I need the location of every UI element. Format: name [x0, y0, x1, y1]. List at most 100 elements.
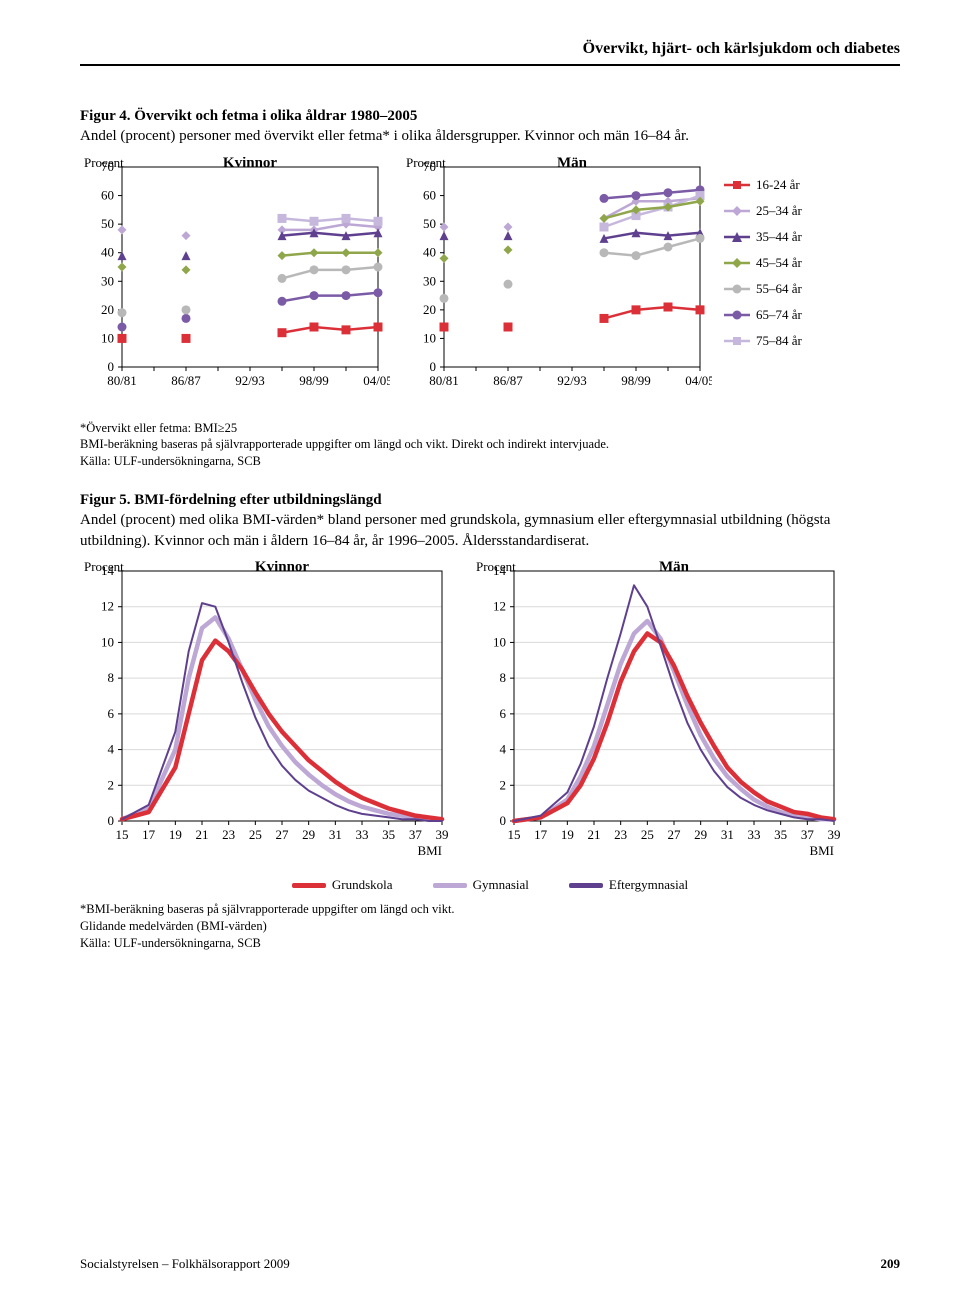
svg-text:30: 30 [101, 273, 114, 288]
figure-5-footnote-2: Glidande medelvärden (BMI-värden) [80, 918, 900, 935]
legend-swatch-icon [724, 282, 750, 296]
svg-text:31: 31 [721, 827, 734, 842]
svg-text:98/99: 98/99 [299, 373, 329, 388]
svg-text:25: 25 [249, 827, 262, 842]
svg-text:4: 4 [500, 741, 507, 756]
figure-4-footnote-1: *Övervikt eller fetma: BMI≥25 [80, 420, 900, 437]
page-header-title: Övervikt, hjärt- och kärlsjukdom och dia… [80, 40, 900, 58]
legend-label: Gymnasial [473, 877, 529, 893]
figure-5-panel-man: ProcentMän024681012141517192123252729313… [472, 561, 852, 876]
svg-text:Män: Män [659, 561, 690, 575]
figure-4-footnote-3: Källa: ULF-undersökningarna, SCB [80, 453, 900, 470]
svg-text:19: 19 [561, 827, 574, 842]
svg-text:20: 20 [423, 301, 436, 316]
legend-item: 16-24 år [724, 177, 802, 193]
legend-label: 25–34 år [756, 203, 802, 219]
svg-text:10: 10 [101, 330, 114, 345]
figure-5-footnote-3: Källa: ULF-undersökningarna, SCB [80, 935, 900, 952]
legend-item: Eftergymnasial [569, 877, 688, 893]
legend-label: 75–84 år [756, 333, 802, 349]
svg-text:17: 17 [534, 827, 548, 842]
svg-text:30: 30 [423, 273, 436, 288]
svg-text:39: 39 [828, 827, 841, 842]
svg-text:Män: Män [557, 157, 588, 171]
figure-4-footnote: *Övervikt eller fetma: BMI≥25 BMI-beräkn… [80, 420, 900, 471]
svg-text:39: 39 [436, 827, 449, 842]
svg-text:Kvinnor: Kvinnor [223, 157, 278, 171]
svg-text:25: 25 [641, 827, 654, 842]
legend-swatch-icon [724, 334, 750, 348]
figure-4-panel-man: ProcentMän01020304050607080/8186/8792/93… [402, 157, 712, 412]
legend-item: 25–34 år [724, 203, 802, 219]
svg-text:19: 19 [169, 827, 182, 842]
svg-text:60: 60 [423, 187, 436, 202]
legend-item: 75–84 år [724, 333, 802, 349]
figure-4: Figur 4. Övervikt och fetma i olika åldr… [80, 106, 900, 470]
figure-5: Figur 5. BMI-fördelning efter utbildning… [80, 490, 900, 952]
svg-text:70: 70 [101, 159, 114, 174]
legend-item: Gymnasial [433, 877, 529, 893]
svg-text:17: 17 [142, 827, 156, 842]
svg-text:29: 29 [694, 827, 707, 842]
legend-label: 16-24 år [756, 177, 800, 193]
svg-text:BMI: BMI [417, 843, 442, 858]
figure-5-footnote: *BMI-beräkning baseras på självrapporter… [80, 901, 900, 952]
svg-text:33: 33 [356, 827, 369, 842]
figure-4-legend: 16-24 år 25–34 år 35–44 år 45–54 år 55–64 år… [724, 157, 802, 359]
svg-text:04/05: 04/05 [363, 373, 390, 388]
svg-text:12: 12 [101, 599, 114, 614]
legend-item: 45–54 år [724, 255, 802, 271]
svg-text:Kvinnor: Kvinnor [255, 561, 310, 575]
legend-swatch-icon [724, 204, 750, 218]
svg-text:6: 6 [500, 706, 507, 721]
footer-page-number: 209 [881, 1256, 901, 1272]
legend-item: 65–74 år [724, 307, 802, 323]
footer-left: Socialstyrelsen – Folkhälsorapport 2009 [80, 1256, 290, 1272]
svg-text:50: 50 [101, 216, 114, 231]
legend-item: 35–44 år [724, 229, 802, 245]
svg-text:6: 6 [108, 706, 115, 721]
figure-4-title: Figur 4. Övervikt och fetma i olika åldr… [80, 106, 900, 147]
svg-text:0: 0 [108, 359, 115, 374]
svg-text:BMI: BMI [809, 843, 834, 858]
svg-text:50: 50 [423, 216, 436, 231]
svg-text:04/05: 04/05 [685, 373, 712, 388]
page-container: Övervikt, hjärt- och kärlsjukdom och dia… [0, 0, 960, 1300]
legend-label: Eftergymnasial [609, 877, 688, 893]
svg-text:10: 10 [423, 330, 436, 345]
svg-text:8: 8 [500, 670, 507, 685]
legend-swatch-icon [724, 256, 750, 270]
svg-text:27: 27 [668, 827, 682, 842]
svg-text:37: 37 [801, 827, 815, 842]
figure-5-footnote-1: *BMI-beräkning baseras på självrapporter… [80, 901, 900, 918]
svg-text:27: 27 [276, 827, 290, 842]
header-rule [80, 64, 900, 66]
svg-text:23: 23 [614, 827, 627, 842]
svg-text:8: 8 [108, 670, 115, 685]
svg-text:92/93: 92/93 [557, 373, 587, 388]
legend-swatch-icon [569, 883, 603, 888]
svg-text:2: 2 [500, 777, 507, 792]
legend-item: 55–64 år [724, 281, 802, 297]
svg-text:14: 14 [493, 563, 507, 578]
figure-4-title-bold: Figur 4. Övervikt och fetma i olika åldr… [80, 108, 417, 124]
figure-5-title: Figur 5. BMI-fördelning efter utbildning… [80, 490, 900, 551]
svg-text:2: 2 [108, 777, 115, 792]
svg-text:70: 70 [423, 159, 436, 174]
figure-4-footnote-2: BMI-beräkning baseras på självrapportera… [80, 436, 900, 453]
svg-text:35: 35 [382, 827, 395, 842]
svg-text:40: 40 [101, 244, 114, 259]
svg-text:14: 14 [101, 563, 115, 578]
figure-4-charts-row: ProcentKvinnor01020304050607080/8186/879… [80, 157, 900, 412]
svg-text:31: 31 [329, 827, 342, 842]
svg-text:0: 0 [108, 813, 115, 828]
figure-4-title-rest: Andel (procent) personer med övervikt el… [80, 128, 689, 144]
svg-text:15: 15 [116, 827, 129, 842]
svg-text:86/87: 86/87 [493, 373, 523, 388]
figure-5-charts-row: ProcentKvinnor02468101214151719212325272… [80, 561, 900, 876]
legend-swatch-icon [292, 883, 326, 888]
legend-label: 65–74 år [756, 307, 802, 323]
svg-text:80/81: 80/81 [107, 373, 137, 388]
svg-text:21: 21 [196, 827, 209, 842]
svg-text:15: 15 [508, 827, 521, 842]
